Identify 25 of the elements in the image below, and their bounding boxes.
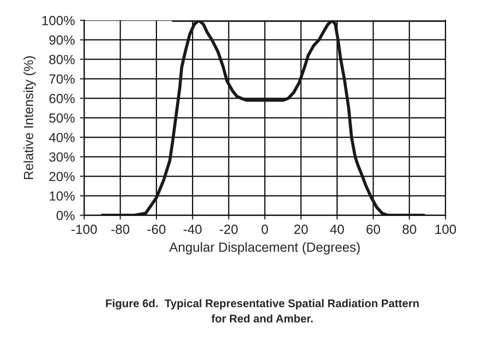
y-tick-label: 100% [42, 16, 75, 26]
y-tick-label: 30% [49, 152, 75, 162]
x-tick-label: -60 [147, 224, 166, 234]
y-tick-label: 40% [49, 132, 75, 142]
x-tick-label: -20 [220, 224, 238, 234]
y-tick-label: 80% [49, 54, 75, 64]
x-tick-label: 20 [294, 224, 308, 234]
x-tick-label: 80 [402, 224, 416, 234]
x-tick-label: 60 [366, 224, 380, 234]
y-tick-label: 10% [50, 191, 75, 201]
x-tick-label: 40 [330, 224, 344, 234]
y-tick-label: 20% [49, 172, 75, 182]
y-tick-label: 50% [49, 113, 75, 123]
y-tick-label: 60% [49, 94, 75, 104]
y-tick-label: 70% [49, 74, 75, 84]
x-tick-label: -40 [184, 224, 202, 234]
y-axis-title: Relative Intensity (%) [24, 56, 36, 180]
x-tick-label: -100 [72, 224, 97, 234]
x-axis-title: Angular Displacement (Degrees) [169, 242, 360, 254]
x-tick-label: 0 [262, 224, 268, 234]
text: Figure 6d. Typical Representative Spatial Radiation Pattern for Red and Amber. [106, 299, 419, 322]
x-tick-label: -80 [111, 224, 130, 234]
x-tick-label: 100 [436, 224, 456, 234]
y-tick-label: 0% [56, 210, 75, 220]
y-tick-label: 90% [49, 35, 75, 45]
